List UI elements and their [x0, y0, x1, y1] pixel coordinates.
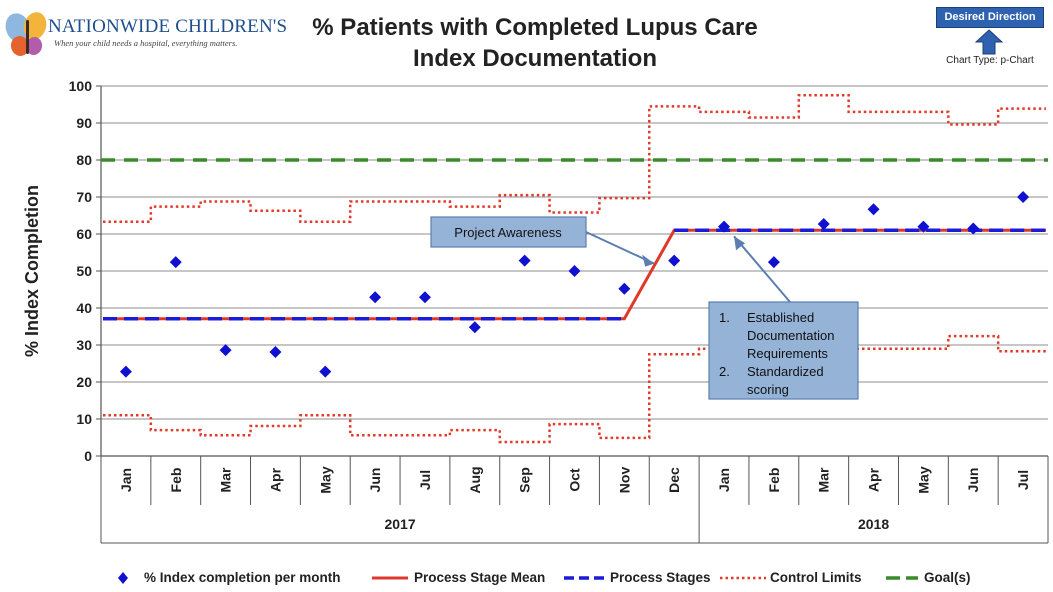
hospital-logo: NATIONWIDE CHILDREN'S When your child ne… — [4, 6, 287, 62]
legend-label: Control Limits — [770, 570, 862, 585]
p-chart: 0 10 20 30 40 50 60 70 80 90 100 % Index Completion… — [22, 78, 1049, 544]
annotation-text: Project Awareness — [454, 225, 562, 240]
data-point — [169, 256, 182, 269]
annotation-list-number: 1. — [719, 310, 730, 325]
y-tick-label: 60 — [76, 226, 92, 242]
annotation-list-text: Standardized — [747, 364, 824, 379]
y-tick-label: 0 — [84, 448, 92, 464]
arrow-up-icon — [975, 29, 1003, 55]
data-point — [718, 220, 731, 233]
y-tick-label: 20 — [76, 374, 92, 390]
x-tick-label: Jul — [417, 470, 433, 490]
y-axis-label: % Index Completion — [22, 185, 42, 357]
data-point — [817, 218, 830, 231]
data-point — [867, 203, 880, 216]
x-tick-label: Jun — [965, 468, 981, 493]
x-tick-label: Nov — [616, 467, 632, 494]
x-tick-label: Jan — [716, 468, 732, 492]
x-tick-label: Aug — [467, 466, 483, 493]
page-title: % Patients with Completed Lupus Care Ind… — [270, 12, 800, 74]
title-line-2: Index Documentation — [412, 45, 658, 72]
x-tick-label: Feb — [168, 468, 184, 493]
y-tick-label: 30 — [76, 337, 92, 353]
data-point — [468, 321, 481, 334]
data-point — [967, 222, 980, 235]
data-point — [518, 254, 531, 267]
x-tick-label: May — [317, 466, 333, 493]
legend-label: Process Stage Mean — [414, 570, 546, 585]
data-point — [917, 220, 930, 233]
x-year-label: 2018 — [858, 516, 889, 532]
annotation-arrow — [733, 235, 791, 303]
x-tick-label: Jan — [118, 468, 134, 492]
y-tick-label: 50 — [76, 263, 92, 279]
legend-dotted-line-icon — [720, 576, 766, 580]
arrow-head-icon — [734, 236, 746, 251]
x-tick-label: Dec — [666, 467, 682, 493]
annotation-box — [708, 301, 859, 400]
legend-label: Process Stages — [610, 570, 711, 585]
data-point — [369, 291, 382, 304]
x-tick-label: Oct — [567, 468, 583, 492]
butterfly-logo-icon — [5, 12, 47, 56]
logo-tagline: When your child needs a hospital, everyt… — [54, 38, 238, 48]
data-point — [319, 365, 332, 378]
data-point — [568, 265, 581, 277]
x-tick-label: Mar — [816, 467, 832, 492]
logo-name: NATIONWIDE CHILDREN'S — [48, 16, 288, 37]
x-year-label: 2017 — [384, 516, 415, 532]
annotation-box — [430, 216, 587, 248]
legend-label: Goal(s) — [924, 570, 971, 585]
y-tick-label: 80 — [76, 152, 92, 168]
lower-control-limit — [103, 334, 1046, 444]
x-tick-label: Sep — [517, 467, 533, 493]
legend-diamond-icon — [118, 572, 128, 584]
desired-direction-label: Desired Direction — [936, 7, 1044, 28]
annotation-list-number: 2. — [719, 364, 730, 379]
data-point — [668, 254, 681, 267]
annotation-arrow — [585, 231, 655, 265]
x-tick-label: Apr — [267, 467, 283, 492]
title-line-1: % Patients with Completed Lupus Care — [312, 14, 758, 41]
data-point — [269, 346, 282, 359]
y-tick-label: 70 — [76, 189, 92, 205]
x-tick-label: Mar — [218, 467, 234, 492]
legend-label: % Index completion per month — [144, 570, 341, 585]
annotation-list-text: Requirements — [747, 346, 828, 361]
x-tick-label: Apr — [866, 467, 882, 492]
annotation-list-text: scoring — [747, 382, 789, 397]
chart-legend: % Index completion per month Process Sta… — [0, 566, 1053, 592]
arrow-head-icon — [642, 254, 655, 267]
y-tick-label: 90 — [76, 115, 92, 131]
data-point — [119, 365, 132, 378]
y-tick-label: 10 — [76, 411, 92, 427]
annotation-list-text: Documentation — [747, 328, 834, 343]
chart-type-label: Chart Type: p-Chart — [946, 55, 1034, 66]
x-tick-label: May — [915, 466, 931, 493]
y-tick-label: 40 — [76, 300, 92, 316]
legend-solid-line-icon — [372, 576, 408, 580]
data-point — [618, 282, 631, 295]
x-tick-label: Jul — [1015, 470, 1031, 490]
legend-long-dash-line-icon — [886, 576, 918, 580]
data-point — [418, 291, 431, 304]
data-point — [1017, 191, 1030, 203]
legend-dashed-line-icon — [564, 576, 606, 580]
annotation-list-text: Established — [747, 310, 814, 325]
data-point — [767, 256, 780, 269]
y-tick-label: 100 — [69, 78, 93, 94]
x-tick-label: Jun — [367, 468, 383, 493]
data-point — [219, 344, 232, 357]
x-tick-label: Feb — [766, 468, 782, 493]
